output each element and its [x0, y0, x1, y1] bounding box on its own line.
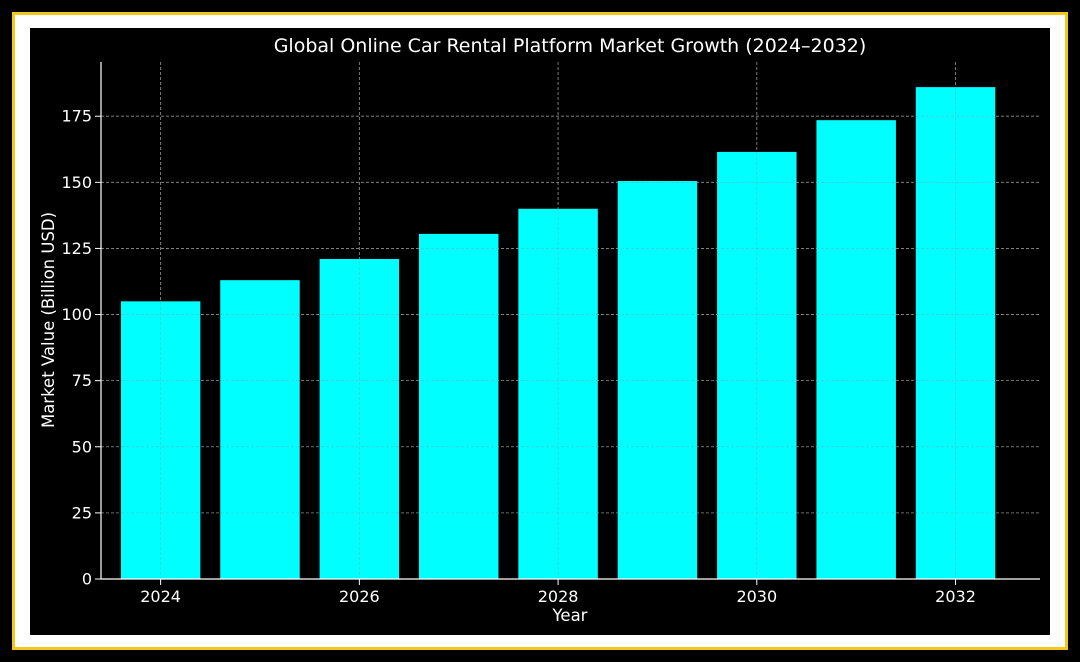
x-tick-label: 2032 — [935, 587, 976, 606]
y-tick-label: 0 — [82, 570, 92, 589]
x-tick-label: 2026 — [339, 587, 380, 606]
y-tick-label: 50 — [72, 437, 92, 456]
bar-2025 — [220, 280, 300, 579]
bar-chart: Global Online Car Rental Platform Market… — [39, 35, 1040, 625]
y-axis-label: Market Value (Billion USD) — [39, 212, 58, 428]
tick-labels: 0 25 50 75 100 125 150 175 2024 2026 2028 2030 2032 — [61, 107, 975, 606]
bar-2031 — [816, 120, 896, 580]
chart-title: Global Online Car Rental Platform Market… — [274, 35, 867, 57]
grid-lines-overlay — [101, 62, 1040, 579]
axes — [95, 62, 1040, 585]
y-tick-label: 100 — [61, 305, 92, 324]
bar-2027 — [418, 233, 499, 579]
y-tick-label: 175 — [61, 107, 92, 126]
y-tick-label: 125 — [61, 239, 92, 258]
y-tick-label: 25 — [72, 503, 92, 522]
chart-figure: Global Online Car Rental Platform Market… — [30, 28, 1050, 635]
x-tick-label: 2024 — [140, 587, 181, 606]
x-tick-label: 2030 — [736, 587, 777, 606]
y-tick-label: 150 — [61, 173, 92, 192]
y-tick-label: 75 — [72, 371, 92, 390]
x-axis-label: Year — [552, 606, 588, 625]
x-tick-label: 2028 — [538, 587, 579, 606]
bar-2029 — [617, 181, 698, 579]
